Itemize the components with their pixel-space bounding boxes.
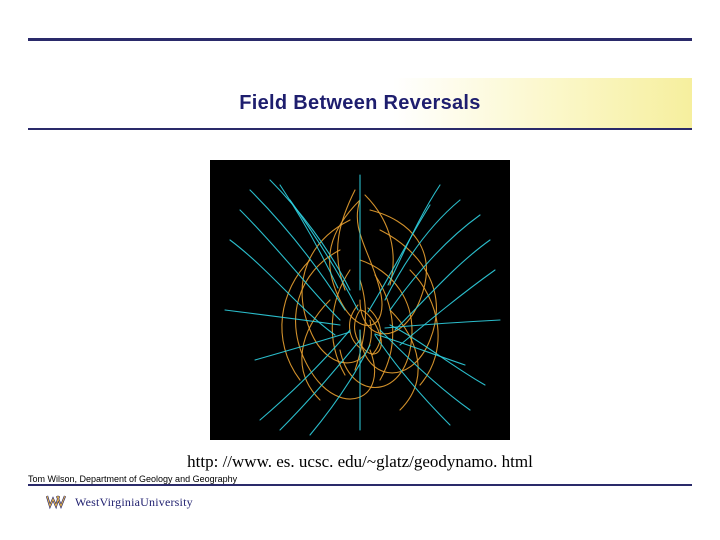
wv-logo-icon — [45, 494, 69, 510]
footer-rule — [28, 484, 692, 486]
university-logo: WestVirginiaUniversity — [45, 494, 193, 510]
title-band: Field Between Reversals — [28, 78, 692, 130]
top-rule — [28, 38, 692, 41]
field-lines-svg — [210, 160, 510, 440]
slide-title: Field Between Reversals — [239, 92, 480, 115]
field-lines-figure — [210, 160, 510, 440]
figure-source-url: http: //www. es. ucsc. edu/~glatz/geodyn… — [0, 452, 720, 472]
footer-author: Tom Wilson, Department of Geology and Ge… — [28, 474, 241, 484]
university-name: WestVirginiaUniversity — [75, 495, 193, 510]
